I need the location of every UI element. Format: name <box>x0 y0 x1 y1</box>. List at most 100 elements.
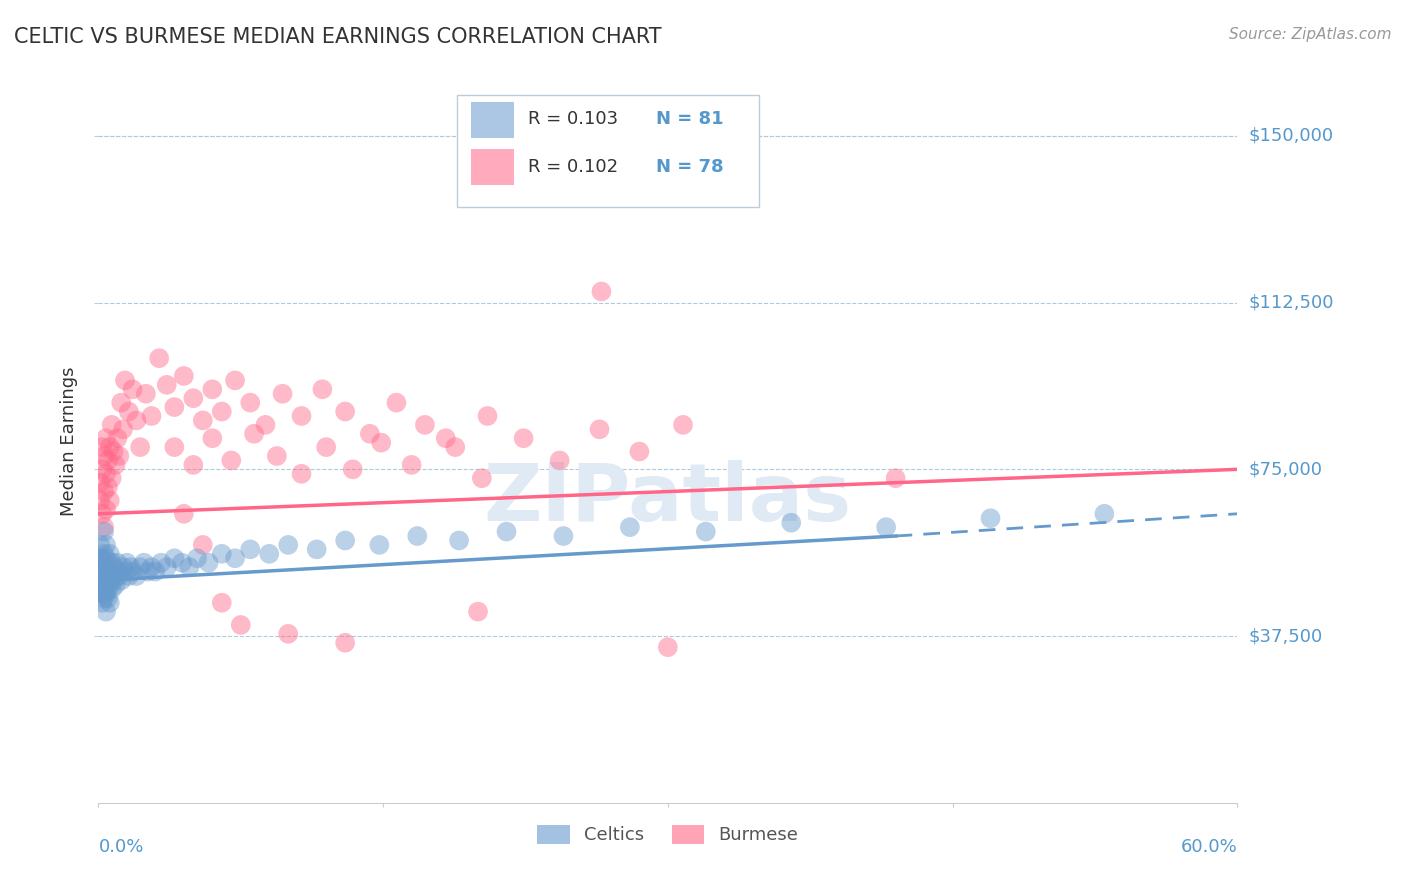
Point <box>239 395 262 409</box>
Point <box>628 444 651 458</box>
Point <box>91 551 114 566</box>
Point <box>91 578 114 592</box>
Point <box>141 409 163 423</box>
Point <box>104 569 127 583</box>
Point <box>93 547 115 561</box>
Point <box>495 524 517 539</box>
Point <box>657 640 679 655</box>
Point <box>290 409 312 423</box>
Point <box>125 413 148 427</box>
FancyBboxPatch shape <box>471 149 515 185</box>
Point <box>118 569 141 583</box>
Text: $75,000: $75,000 <box>1249 460 1323 478</box>
Point <box>91 596 114 610</box>
Point <box>163 551 186 566</box>
Point <box>94 467 117 481</box>
Point <box>553 529 575 543</box>
Point <box>110 395 132 409</box>
Point <box>224 373 246 387</box>
Point <box>100 582 122 597</box>
Point <box>211 547 233 561</box>
Point <box>93 520 115 534</box>
Point <box>93 560 115 574</box>
Point <box>132 556 155 570</box>
Point <box>434 431 457 445</box>
Point <box>385 395 408 409</box>
Point <box>148 351 170 366</box>
Point <box>104 578 127 592</box>
Point <box>93 574 115 588</box>
Point <box>129 560 152 574</box>
Point <box>290 467 312 481</box>
Point <box>619 520 641 534</box>
Point <box>110 574 132 588</box>
Point <box>121 382 143 396</box>
Point <box>107 431 129 445</box>
Point <box>97 582 120 597</box>
Point <box>201 431 224 445</box>
Point <box>94 551 117 566</box>
Point <box>266 449 288 463</box>
Point <box>359 426 381 441</box>
Point <box>173 507 195 521</box>
Point <box>89 551 111 566</box>
Point <box>98 440 121 454</box>
Point <box>100 417 122 432</box>
Point <box>89 582 111 597</box>
Y-axis label: Median Earnings: Median Earnings <box>60 367 79 516</box>
Point <box>93 484 115 499</box>
Point <box>875 520 897 534</box>
Point <box>221 453 243 467</box>
Point <box>89 587 111 601</box>
Point <box>103 560 125 574</box>
Text: N = 81: N = 81 <box>657 111 724 128</box>
Text: R = 0.103: R = 0.103 <box>527 111 617 128</box>
Point <box>97 569 120 583</box>
Point <box>271 386 294 401</box>
Point <box>672 417 695 432</box>
Point <box>191 538 214 552</box>
Text: ZIPatlas: ZIPatlas <box>484 460 852 539</box>
Legend: Celtics, Burmese: Celtics, Burmese <box>530 818 806 852</box>
Point <box>104 458 127 472</box>
Text: R = 0.102: R = 0.102 <box>527 158 617 176</box>
Point <box>311 382 333 396</box>
Point <box>315 440 337 454</box>
Point <box>335 404 357 418</box>
Point <box>89 538 111 552</box>
Point <box>98 565 121 579</box>
Point <box>93 449 115 463</box>
Point <box>477 409 499 423</box>
Point <box>211 596 233 610</box>
Point <box>97 480 120 494</box>
Point <box>120 560 142 574</box>
Point <box>588 422 610 436</box>
Point <box>201 382 224 396</box>
Point <box>100 471 122 485</box>
FancyBboxPatch shape <box>457 95 759 207</box>
Point <box>211 404 233 418</box>
Point <box>191 413 214 427</box>
Text: $37,500: $37,500 <box>1249 627 1323 645</box>
Point <box>224 551 246 566</box>
Point <box>103 444 125 458</box>
Text: 0.0%: 0.0% <box>98 838 143 855</box>
Point <box>108 449 131 463</box>
Point <box>197 556 219 570</box>
Point <box>370 435 392 450</box>
Point <box>89 574 111 588</box>
Point <box>91 587 114 601</box>
Point <box>170 556 193 570</box>
Text: Source: ZipAtlas.com: Source: ZipAtlas.com <box>1229 27 1392 42</box>
Point <box>121 565 143 579</box>
Point <box>89 560 111 574</box>
Point <box>591 285 613 299</box>
Point <box>94 578 117 592</box>
Point <box>115 556 138 570</box>
Point <box>163 440 186 454</box>
Text: $112,500: $112,500 <box>1249 293 1334 311</box>
Point <box>94 431 117 445</box>
Point <box>179 560 201 574</box>
Point <box>94 587 117 601</box>
Point <box>254 417 277 432</box>
